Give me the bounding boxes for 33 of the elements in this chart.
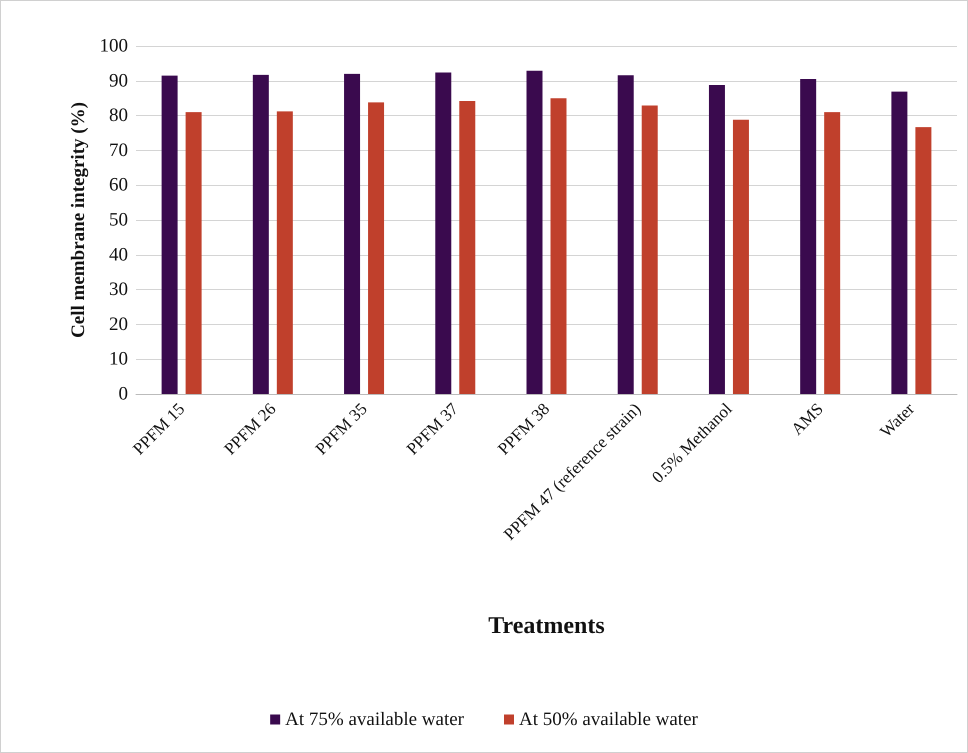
bar bbox=[824, 112, 840, 394]
bar bbox=[435, 72, 452, 394]
bar bbox=[368, 102, 384, 394]
bar bbox=[276, 111, 293, 394]
y-tick-label: 10 bbox=[109, 348, 128, 370]
y-tick-label: 60 bbox=[109, 174, 128, 196]
y-axis-title: Cell membrane integrity (%) bbox=[68, 102, 89, 338]
y-tick-label: 40 bbox=[109, 244, 128, 266]
bar bbox=[732, 120, 749, 394]
x-axis-title: Treatments bbox=[488, 613, 605, 639]
legend-label: At 50% available water bbox=[519, 709, 699, 730]
bar bbox=[891, 92, 908, 394]
y-tick-label: 50 bbox=[109, 210, 128, 230]
y-tick-label: 20 bbox=[109, 314, 128, 335]
legend-label: At 75% available water bbox=[285, 709, 465, 730]
bar bbox=[708, 84, 725, 394]
bar bbox=[642, 106, 658, 394]
y-tick-label: 70 bbox=[109, 140, 128, 161]
bar bbox=[550, 98, 566, 394]
y-tick-label: 30 bbox=[109, 279, 128, 300]
y-tick-label: 100 bbox=[100, 36, 128, 56]
bar bbox=[344, 74, 360, 394]
y-tick-label: 80 bbox=[109, 105, 128, 126]
bar bbox=[459, 100, 476, 394]
bar bbox=[252, 74, 269, 394]
bar bbox=[618, 75, 634, 394]
y-tick-label: 0 bbox=[118, 384, 128, 404]
bar bbox=[186, 112, 202, 394]
bar bbox=[800, 79, 816, 394]
y-tick-label: 90 bbox=[109, 70, 128, 92]
bar bbox=[526, 70, 542, 394]
bar bbox=[915, 127, 932, 394]
bar bbox=[162, 76, 178, 394]
